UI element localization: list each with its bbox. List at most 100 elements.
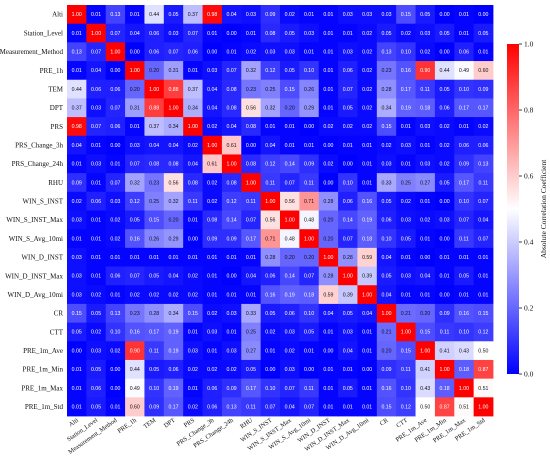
cell-value-label: 0.19: [401, 106, 411, 112]
cell-value-label: 0.04: [420, 274, 430, 280]
cell-value-label: 0.17: [459, 180, 469, 186]
cell-value-label: 0.05: [343, 106, 353, 112]
cell-value-label: 0.20: [323, 218, 333, 224]
heatmap-cell: [183, 378, 203, 398]
heatmap-cell: [473, 266, 494, 286]
heatmap-cell: [144, 135, 165, 155]
cell-value-label: 0.05: [285, 31, 295, 37]
cell-value-label: 0.07: [246, 218, 256, 224]
cell-value-label: 0.01: [227, 292, 237, 298]
cell-value-label: 0.02: [285, 348, 295, 354]
cell-value-label: 0.04: [207, 87, 217, 93]
cell-value-label: 0.01: [110, 292, 120, 298]
cell-value-label: 0.01: [362, 143, 372, 149]
heatmap-cell: [396, 229, 416, 249]
heatmap-cell: [221, 191, 242, 211]
heatmap-cell: [357, 247, 378, 267]
cell-value-label: 0.09: [440, 311, 450, 317]
cell-value-label: 0.03: [72, 255, 82, 261]
heatmap-cell: [144, 285, 165, 305]
heatmap-cell: [183, 5, 203, 25]
cell-value-label: 0.07: [168, 50, 178, 56]
column-label: PRS: [183, 417, 197, 430]
heatmap-cell: [241, 229, 262, 249]
heatmap-cell: [67, 173, 87, 193]
cell-value-label: 0.06: [91, 386, 101, 392]
row-label: PRE_1m_Max: [21, 384, 63, 392]
heatmap-cell: [105, 210, 126, 230]
heatmap-cell: [473, 285, 494, 305]
cell-value-label: 0.03: [188, 348, 198, 354]
heatmap-cell: [67, 61, 87, 81]
heatmap-cell: [299, 79, 320, 99]
heatmap-cell: [221, 117, 242, 137]
heatmap-cell: [434, 5, 455, 25]
cell-value-label: 0.15: [381, 404, 391, 410]
cell-value-label: 0.01: [401, 255, 411, 261]
cell-value-label: 1.00: [478, 404, 488, 410]
cell-value-label: 0.00: [304, 124, 314, 130]
cell-value-label: 0.71: [265, 236, 275, 242]
heatmap-cell: [67, 79, 87, 99]
cell-value-label: 0.00: [130, 50, 140, 56]
cell-value-label: 0.44: [130, 367, 140, 373]
cell-value-label: 0.04: [168, 274, 178, 280]
heatmap-cell: [280, 5, 300, 25]
heatmap-cell: [454, 285, 475, 305]
heatmap-cell: [260, 397, 281, 417]
heatmap-cell: [86, 266, 107, 286]
heatmap-cell: [105, 42, 126, 62]
heatmap-cell: [163, 397, 184, 417]
heatmap-cell: [144, 266, 165, 286]
cell-value-label: 0.02: [343, 124, 353, 130]
cell-value-label: 0.06: [110, 274, 120, 280]
cell-value-label: 0.01: [265, 348, 275, 354]
heatmap-cell: [396, 359, 416, 380]
heatmap-cell: [280, 210, 300, 230]
heatmap-cell: [415, 23, 436, 43]
heatmap-cell: [105, 61, 126, 81]
cell-value-label: 0.02: [110, 218, 120, 224]
cell-value-label: 0.03: [381, 12, 391, 18]
cell-value-label: 0.07: [285, 386, 295, 392]
heatmap-cell: [183, 229, 203, 249]
heatmap-cell: [473, 117, 494, 137]
heatmap-cell: [202, 5, 223, 25]
cell-value-label: 0.02: [188, 143, 198, 149]
cell-value-label: 0.05: [459, 274, 469, 280]
cell-value-label: 0.09: [381, 367, 391, 373]
cell-value-label: 0.05: [168, 12, 178, 18]
heatmap-cell: [241, 397, 262, 417]
cell-value-label: 0.05: [149, 274, 159, 280]
cell-value-label: 0.03: [343, 330, 353, 336]
cell-value-label: 0.11: [304, 180, 314, 186]
heatmap-cell: [260, 341, 281, 361]
cell-value-label: 0.23: [130, 311, 140, 317]
heatmap-cell: [260, 42, 281, 62]
cell-value-label: 0.34: [188, 106, 198, 112]
cell-value-label: 0.34: [381, 106, 391, 112]
heatmap-cell: [318, 359, 339, 380]
heatmap-cell: [144, 397, 165, 417]
cell-value-label: 0.11: [246, 199, 256, 205]
cell-value-label: 0.39: [343, 292, 353, 298]
cell-value-label: 0.06: [265, 274, 275, 280]
cell-value-label: 0.02: [265, 330, 275, 336]
heatmap-cell: [357, 154, 378, 174]
heatmap-cell: [396, 173, 416, 193]
heatmap-cell: [67, 42, 87, 62]
heatmap-cell: [454, 378, 475, 398]
cell-value-label: 0.05: [381, 31, 391, 37]
heatmap-cell: [473, 378, 494, 398]
cell-value-label: 0.04: [362, 311, 372, 317]
cell-value-label: 0.00: [440, 12, 450, 18]
heatmap-cell: [202, 378, 223, 398]
heatmap-cell: [202, 322, 223, 342]
cell-value-label: 0.00: [72, 348, 82, 354]
heatmap-cell: [318, 173, 339, 193]
heatmap-cell: [318, 5, 339, 25]
heatmap-cell: [357, 229, 378, 249]
cell-value-label: 0.16: [459, 311, 469, 317]
heatmap-cell: [183, 191, 203, 211]
cell-value-label: 0.08: [188, 180, 198, 186]
